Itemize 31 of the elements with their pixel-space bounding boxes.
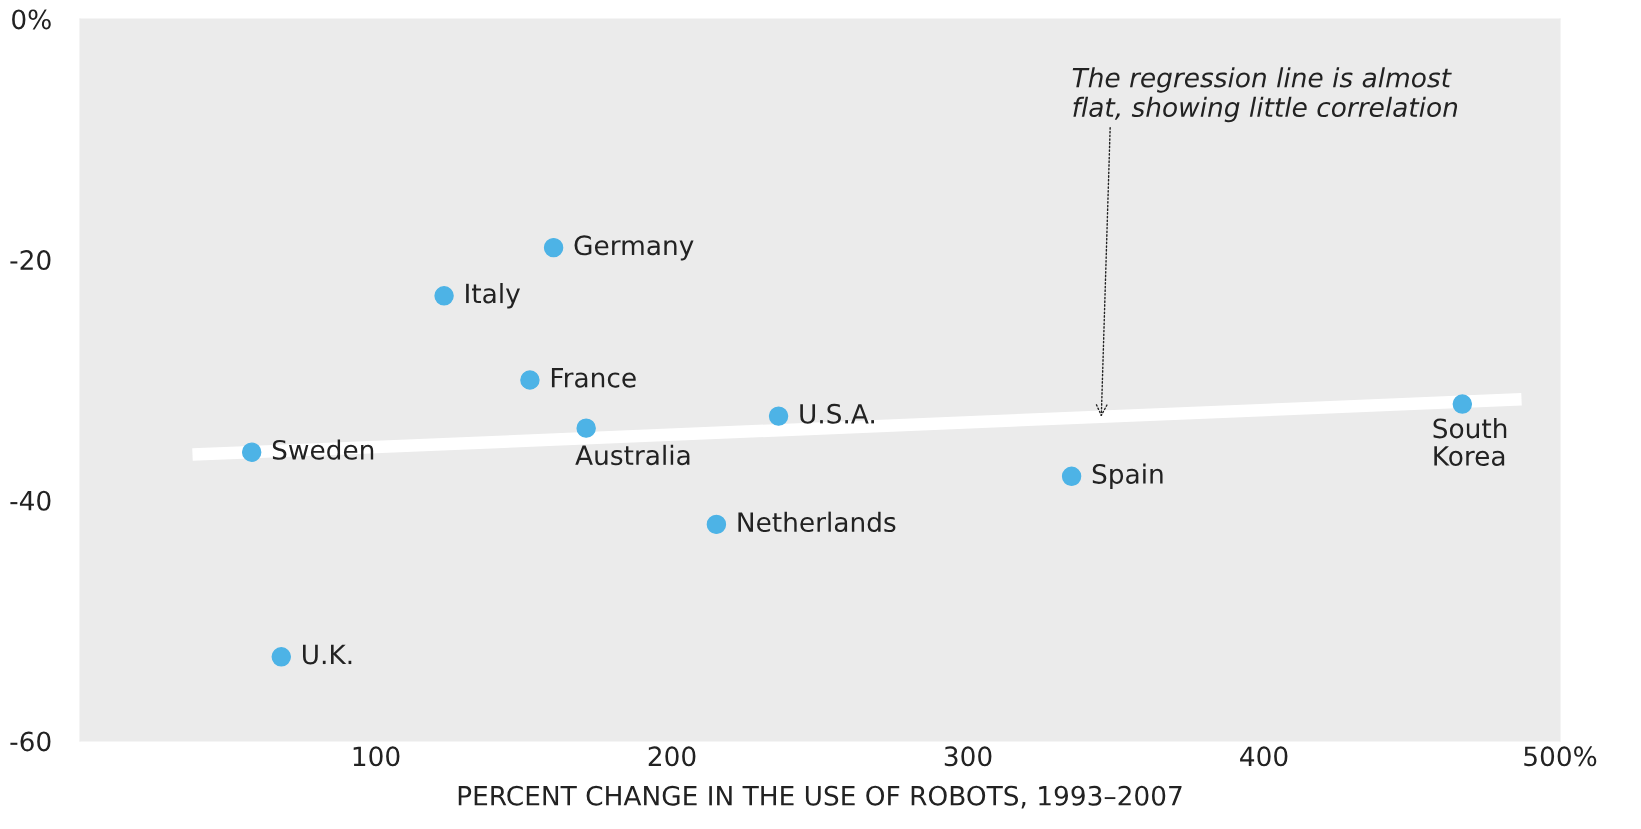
point [576, 418, 596, 438]
series-label: Sweden [272, 439, 374, 460]
series-label: U.K. [303, 644, 352, 665]
y-tick-label: -40 [10, 490, 51, 511]
y-tick-label: 0% [12, 9, 51, 30]
y-tick-label: -60 [10, 731, 51, 752]
x-axis-title: PERCENT CHANGE IN THE USE OF ROBOTS, 1993–2007 [458, 785, 1182, 809]
point [241, 442, 262, 462]
series-label: U.S.A. [800, 403, 874, 424]
x-tick-label: 500% [1524, 746, 1597, 767]
series-label: France [551, 368, 636, 388]
annotation: The regression line is almost flat, showing little correlation [1072, 67, 1458, 123]
x-tick-label: 200 [648, 746, 696, 767]
point [520, 370, 540, 390]
point [543, 237, 564, 258]
y-tick-label: -20 [10, 250, 51, 271]
point [1061, 466, 1082, 486]
point [1452, 394, 1473, 414]
x-tick-label: 100 [353, 746, 400, 767]
x-tick-label: 400 [1240, 746, 1288, 767]
series-label: South Korea [1433, 417, 1507, 466]
series-label: Germany [574, 235, 694, 261]
point [768, 406, 789, 426]
point [706, 514, 727, 535]
series-label: Australia [575, 444, 690, 466]
point [434, 286, 454, 306]
series-label: Spain [1092, 463, 1163, 490]
x-tick-label: 300 [944, 746, 992, 767]
series-label: Italy [466, 283, 520, 309]
point [271, 647, 292, 667]
series-label: Netherlands [738, 511, 896, 533]
